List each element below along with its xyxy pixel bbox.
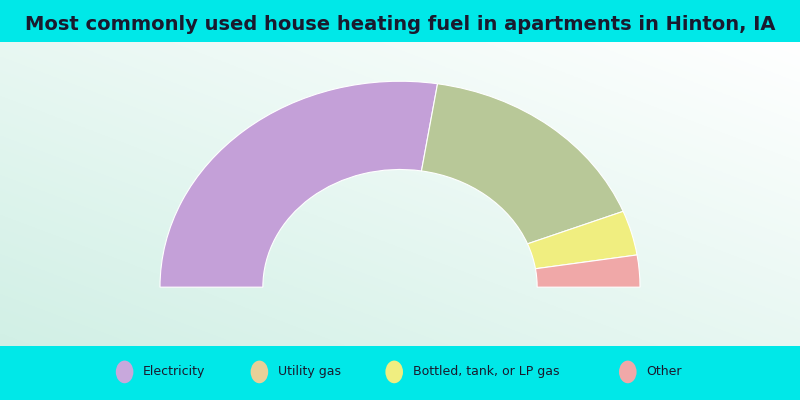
Ellipse shape xyxy=(386,360,403,383)
Wedge shape xyxy=(527,211,637,269)
Ellipse shape xyxy=(250,360,268,383)
Wedge shape xyxy=(422,84,623,244)
Ellipse shape xyxy=(116,360,134,383)
Wedge shape xyxy=(535,255,640,287)
Ellipse shape xyxy=(619,360,637,383)
Text: Bottled, tank, or LP gas: Bottled, tank, or LP gas xyxy=(413,366,559,378)
Text: Utility gas: Utility gas xyxy=(278,366,341,378)
Text: Other: Other xyxy=(646,366,682,378)
Text: Electricity: Electricity xyxy=(143,366,206,378)
Text: Most commonly used house heating fuel in apartments in Hinton, IA: Most commonly used house heating fuel in… xyxy=(25,15,775,34)
Wedge shape xyxy=(160,81,438,287)
